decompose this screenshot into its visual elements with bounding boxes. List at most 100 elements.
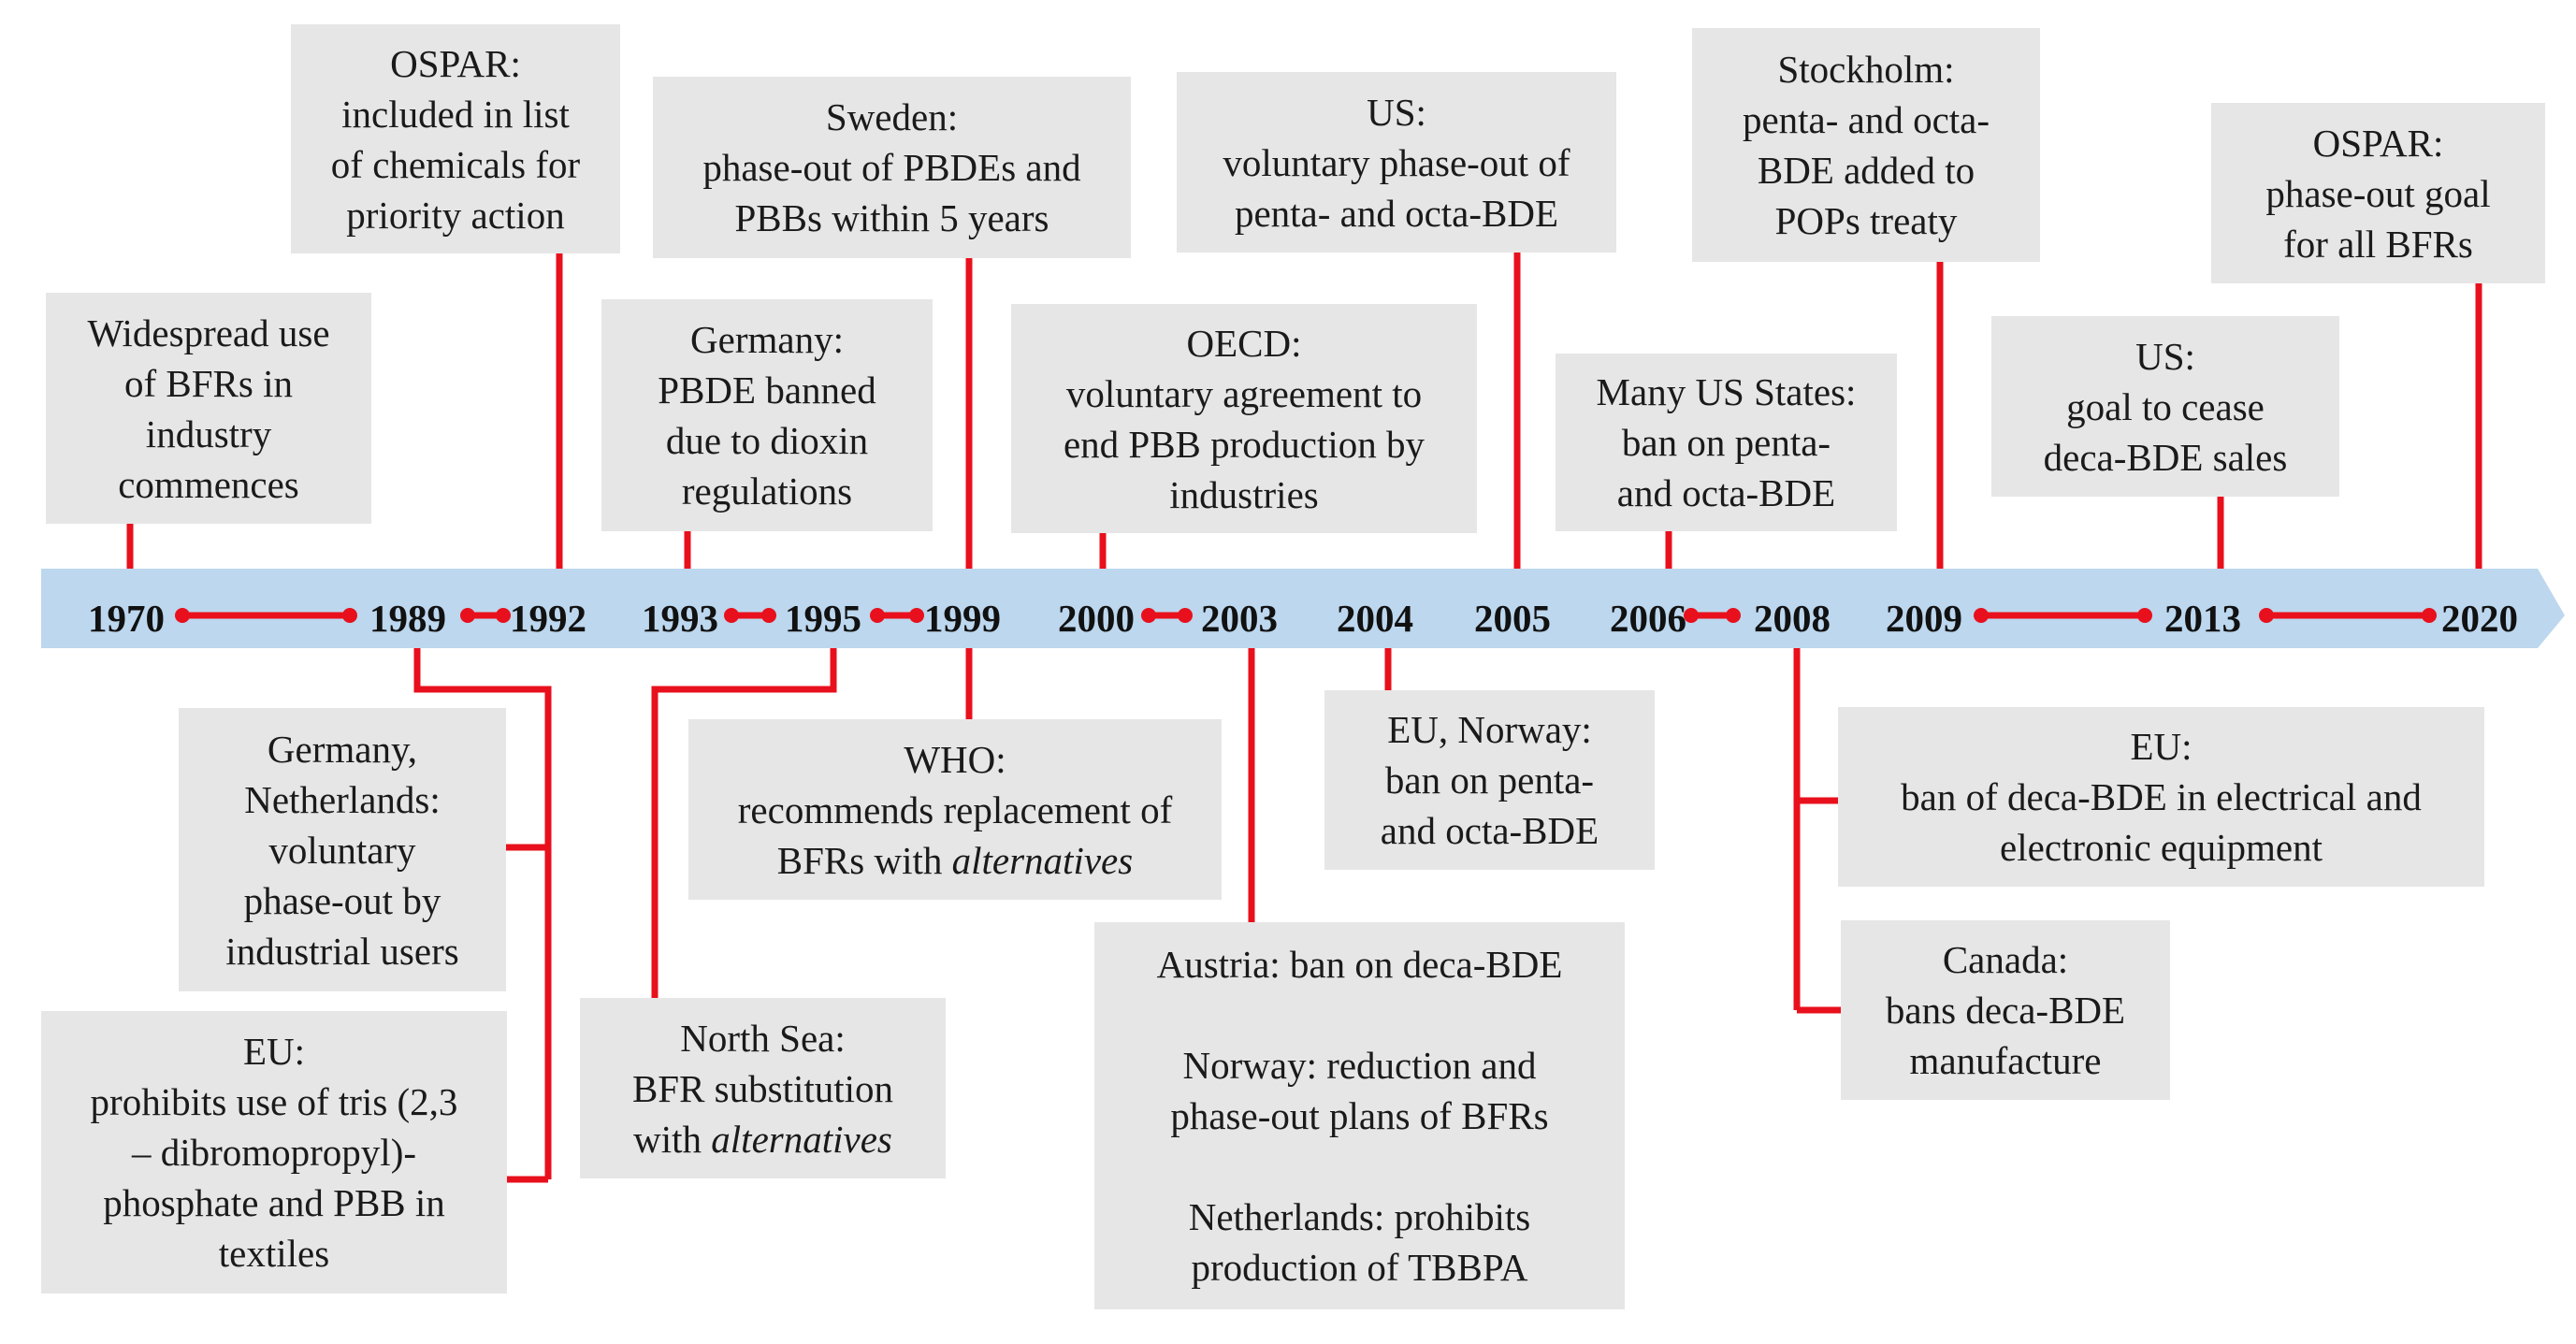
event-text: goal to cease (2066, 384, 2265, 428)
event-text: Austria: ban on deca-BDE (1156, 943, 1563, 986)
event-box-2008-canada: Canada: bans deca-BDE manufacture (1841, 920, 2170, 1100)
connector-dot (2422, 608, 2437, 623)
year-label: 1993 (642, 597, 718, 640)
connector-dot (909, 608, 924, 623)
event-text: electronic equipment (2000, 826, 2323, 869)
event-text: POPs treaty (1774, 199, 1958, 242)
connector-dot (2137, 608, 2152, 623)
event-text-italic: alternatives (711, 1117, 892, 1161)
event-text: Many US States: (1596, 370, 1857, 413)
event-text: due to dioxin (665, 419, 869, 462)
event-box-1989-eu: EU: prohibits use of tris (2,3 – dibromo… (41, 1011, 507, 1293)
event-text: Widespread use (87, 311, 330, 354)
connector-dot (342, 608, 357, 623)
event-text-italic: alternatives (951, 838, 1134, 882)
event-text: regulations (681, 470, 853, 513)
event-box-2008-eu: EU: ban of deca-BDE in electrical and el… (1838, 707, 2484, 887)
connector-line (413, 648, 552, 1179)
event-text: production of TBBPA (1191, 1246, 1528, 1289)
event-text: voluntary agreement to (1065, 371, 1423, 415)
connector-dots (175, 608, 2437, 623)
event-box-1999-sweden: Sweden: phase-out of PBDEs and PBBs with… (653, 77, 1131, 258)
event-text: US: (1367, 90, 1426, 134)
event-box-2013: US: goal to cease deca-BDE sales (1991, 316, 2339, 497)
event-text: bans deca-BDE (1885, 989, 2126, 1032)
year-label: 2004 (1337, 597, 1413, 640)
event-text: BFRs with alternatives (777, 835, 1133, 886)
event-text: Stockholm: (1777, 48, 1955, 91)
event-text: US: (2135, 334, 2195, 378)
event-text: recommends replacement of (737, 788, 1173, 831)
event-box-1999-who: WHO: recommends replacement of BFRs with… (688, 719, 1222, 900)
year-label: 2008 (1754, 597, 1831, 640)
connector-line (651, 648, 837, 998)
event-text: with alternatives (633, 1114, 892, 1164)
event-text: for all BFRs (2283, 222, 2473, 266)
event-box-2000: OECD: voluntary agreement to end PBB pro… (1011, 304, 1477, 533)
year-label: 1992 (510, 597, 586, 640)
event-text: included in list (341, 92, 570, 136)
event-text: EU: (242, 1030, 306, 1073)
connector-dot (175, 608, 190, 623)
event-text: of chemicals for (330, 142, 581, 186)
connector-dot (1684, 608, 1699, 623)
event-text: industry (145, 412, 272, 455)
year-label: 1999 (924, 597, 1001, 640)
event-box-1970: Widespread use of BFRs in industry comme… (46, 293, 371, 524)
event-box-2009: Stockholm: penta- and octa- BDE added to… (1692, 28, 2040, 262)
year-label: 2020 (2441, 597, 2518, 640)
event-box-1992: OSPAR: included in list of chemicals for… (291, 24, 620, 253)
event-text: EU: (2130, 725, 2192, 768)
connector-dot (1141, 608, 1156, 623)
event-text: manufacture (1909, 1039, 2102, 1082)
event-text: BFR substitution (631, 1066, 894, 1110)
event-text: PBDE banned (658, 369, 876, 412)
event-text: phase-out by (243, 878, 441, 922)
event-box-2003: Austria: ban on deca-BDE Norway: reducti… (1094, 922, 1625, 1309)
connector-dot (1726, 608, 1741, 623)
event-text: voluntary phase-out of (1223, 140, 1570, 184)
connector-dot (1178, 608, 1193, 623)
event-text: Canada: (1942, 938, 2069, 981)
event-text: penta- and octa- (1742, 98, 1990, 141)
event-text: and octa-BDE (1616, 471, 1836, 514)
event-text: of BFRs in (124, 361, 293, 405)
year-label: 1970 (88, 597, 165, 640)
year-label: 2005 (1474, 597, 1551, 640)
event-box-2006: Many US States: ban on penta- and octa-B… (1556, 354, 1897, 531)
connector-dot (870, 608, 885, 623)
timeline-arrow (41, 569, 2565, 648)
event-text: ban on penta- (1384, 759, 1595, 802)
event-box-2020: OSPAR: phase-out goal for all BFRs (2211, 103, 2545, 283)
event-text: prohibits use of tris (2,3 (90, 1080, 458, 1123)
connector-dot (496, 608, 511, 623)
event-text: priority action (346, 193, 565, 237)
event-text-plain: with (633, 1117, 712, 1161)
event-box-1995-north-sea: North Sea: BFR substitution with alterna… (580, 998, 946, 1178)
event-box-1989-germany-netherlands: Germany, Netherlands: voluntary phase-ou… (179, 708, 506, 991)
connector-dot (761, 608, 776, 623)
event-text: BDE added to (1757, 149, 1975, 192)
year-label: 2009 (1886, 597, 1962, 640)
event-text: phase-out plans of BFRs (1170, 1094, 1549, 1137)
event-text: Norway: reduction and (1182, 1044, 1537, 1087)
event-text: Germany: (690, 318, 844, 361)
event-box-1993: Germany: PBDE banned due to dioxin regul… (601, 299, 933, 531)
event-text-plain: BFRs with (776, 838, 952, 882)
event-text: OECD: (1186, 321, 1302, 365)
event-text: commences (118, 462, 299, 506)
event-text: phase-out of PBDEs and (702, 146, 1081, 189)
connector-dot (460, 608, 475, 623)
event-text: EU, Norway: (1387, 708, 1592, 751)
event-text: phase-out goal (2265, 171, 2491, 215)
event-text: – dibromopropyl)- (131, 1131, 417, 1174)
event-text: industrial users (225, 929, 459, 973)
event-text: voluntary (268, 828, 416, 872)
event-text: ban of deca-BDE in electrical and (1901, 775, 2422, 818)
event-text: OSPAR: (2312, 121, 2444, 165)
event-text: industries (1169, 472, 1319, 516)
year-label: 2003 (1201, 597, 1278, 640)
event-text: end PBB production by (1063, 422, 1425, 466)
